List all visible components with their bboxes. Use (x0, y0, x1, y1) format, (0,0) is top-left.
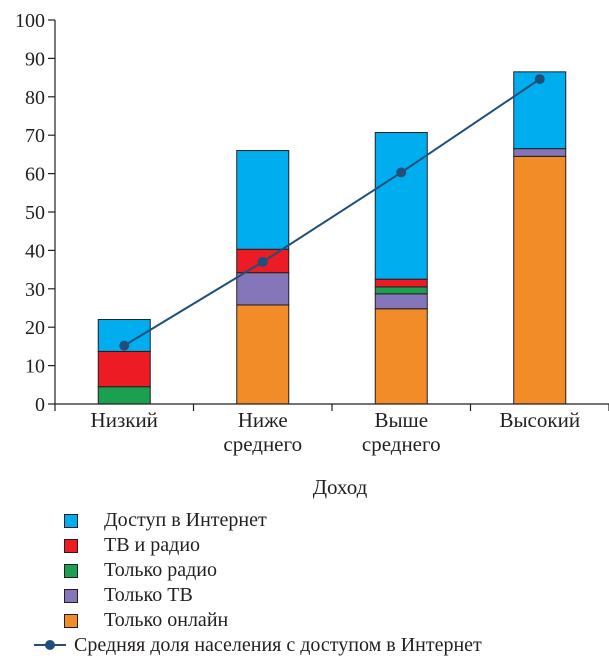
x-tick-label: Низкий (91, 408, 158, 432)
bar-segment (374, 293, 428, 310)
y-tick-label: 10 (25, 356, 45, 378)
bar-segment (97, 386, 151, 405)
bar-segment (374, 308, 428, 405)
legend-swatch (64, 514, 78, 528)
legend-label: Доступ в Интернет (104, 509, 267, 531)
bar-segment (374, 132, 428, 280)
bar-segment (97, 350, 151, 388)
average-line-point (257, 256, 268, 267)
stacked-bar-chart: 0 10 20 30 40 50 60 70 80 90 100 Низкий Ниже среднего… (15, 10, 609, 499)
legend-label: Средняя доля населения с доступом в Инте… (74, 634, 482, 656)
legend-swatch (64, 564, 78, 578)
legend-label: Только онлайн (104, 609, 229, 631)
x-axis-title: Доход (313, 475, 368, 499)
y-tick-label: 40 (25, 240, 45, 262)
y-tick-label: 100 (15, 10, 45, 32)
average-line-point (396, 167, 407, 178)
y-tick-label: 20 (25, 317, 45, 339)
legend-swatch (64, 539, 78, 553)
bar-segment (513, 148, 567, 157)
average-line (123, 78, 541, 347)
axes-layer: 0 10 20 30 40 50 60 70 80 90 100 Низкий Ниже среднего… (15, 10, 609, 456)
y-tick-label: 70 (25, 125, 45, 147)
y-tick-label: 80 (25, 87, 45, 109)
x-tick-label: Ниже среднего (223, 408, 302, 456)
bars-layer (97, 71, 567, 405)
legend-label: Только радио (104, 559, 218, 581)
bar-segment (513, 155, 567, 405)
average-line-point (119, 340, 130, 351)
y-tick-label: 90 (25, 48, 45, 70)
bar-segment (513, 71, 567, 150)
bar-segment (374, 286, 428, 295)
x-tick-label: Выше среднего (362, 408, 441, 456)
legend-dot-marker (45, 640, 55, 650)
bar-segment (236, 272, 290, 306)
legend-label: Только ТВ (104, 584, 193, 606)
average-line-point (534, 74, 545, 85)
y-tick-label: 60 (25, 164, 45, 186)
x-tick-label: Высокий (499, 408, 580, 432)
y-tick-label: 0 (35, 394, 45, 416)
legend-swatch (64, 614, 78, 628)
average-line-layer (119, 74, 545, 351)
legend-swatch (64, 589, 78, 603)
bar-segment (374, 278, 428, 288)
legend-label: ТВ и радио (104, 534, 201, 556)
y-tick-label: 50 (25, 202, 45, 224)
bar-segment (236, 304, 290, 405)
bar-segment (236, 150, 290, 250)
y-tick-label: 30 (25, 279, 45, 301)
